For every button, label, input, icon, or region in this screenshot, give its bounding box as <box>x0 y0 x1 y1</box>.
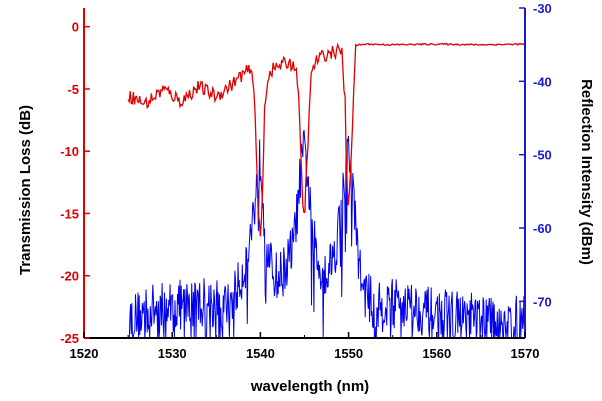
y-left-tick-label: -20 <box>60 269 79 284</box>
y-left-tick-label: -5 <box>67 82 79 97</box>
reflection-series-line <box>128 130 525 340</box>
transmission-series-line <box>127 42 526 237</box>
y-left-tick-label: -15 <box>60 206 79 221</box>
y-right-tick-label: -60 <box>533 221 552 236</box>
y-right-tick-label: -50 <box>533 148 552 163</box>
x-tick-label: 1530 <box>158 346 187 361</box>
series-layer <box>127 42 526 340</box>
y-left-tick-label: -10 <box>60 144 79 159</box>
y-right-tick-label: -70 <box>533 294 552 309</box>
x-tick-label: 1550 <box>334 346 363 361</box>
x-tick-label: 1560 <box>422 346 451 361</box>
y-right-axis-title: Reflection Intensity (dBm) <box>578 79 595 265</box>
ticks-layer: 1520 1530 1540 1550 1560 1570 0 -5 -10 -15 -20 -25 -… <box>60 1 552 361</box>
y-right-tick-label: -30 <box>533 1 552 16</box>
y-left-tick-label: -25 <box>60 331 79 346</box>
x-axis-title: wavelength (nm) <box>250 378 369 395</box>
x-tick-label: 1570 <box>511 346 540 361</box>
y-left-axis-title: Transmission Loss (dB) <box>17 105 34 275</box>
axes-layer <box>83 8 526 339</box>
y-left-tick-label: 0 <box>72 20 79 35</box>
y-right-tick-label: -40 <box>533 74 552 89</box>
x-tick-label: 1540 <box>246 346 275 361</box>
x-tick-label: 1520 <box>70 346 99 361</box>
